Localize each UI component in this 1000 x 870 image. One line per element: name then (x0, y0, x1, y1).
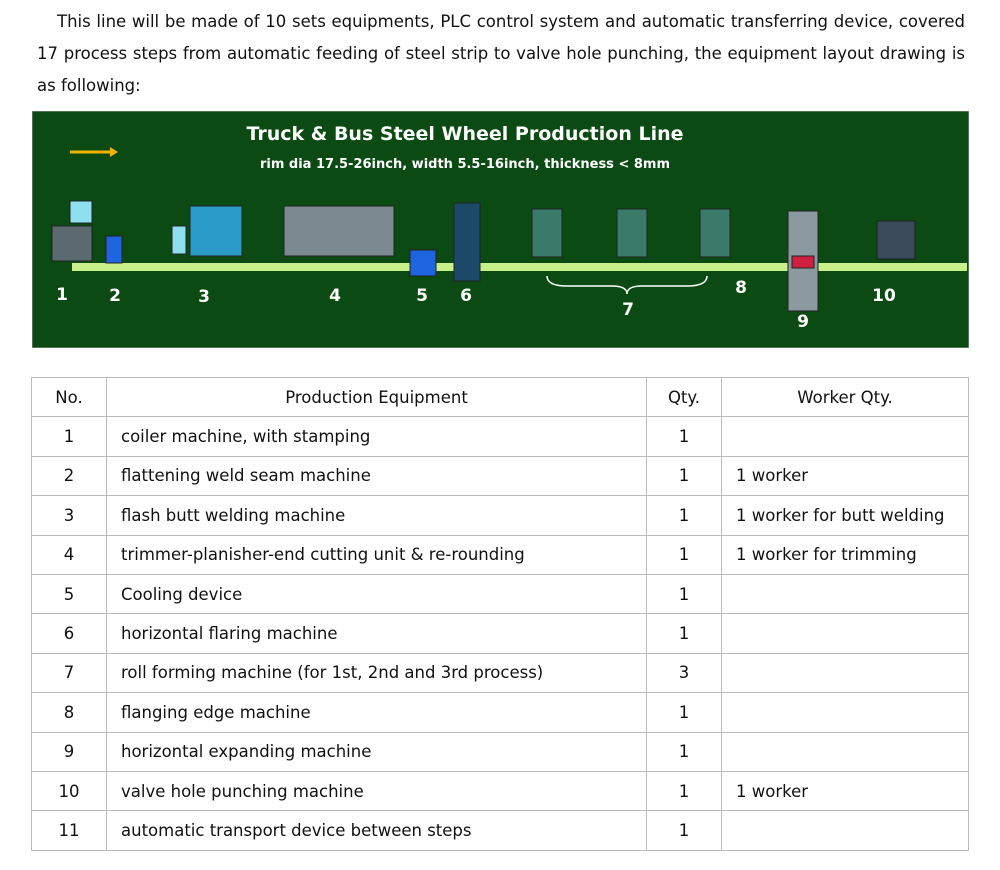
diagram-subtitle: rim dia 17.5-26inch, width 5.5-16inch, t… (260, 157, 670, 172)
machine (51, 225, 93, 262)
table-cell: flanging edge machine (106, 692, 647, 733)
brace (546, 275, 708, 295)
table-cell: Qty. (646, 376, 722, 418)
table-row: 10 valve hole punching machine 1 1 worker (31, 770, 969, 812)
table-cell: 10 (31, 770, 107, 812)
step-label: 3 (198, 287, 210, 307)
machines (51, 200, 916, 312)
table-cell: horizontal flaring machine (106, 613, 647, 654)
machine (876, 220, 916, 260)
diagram-title: Truck & Bus Steel Wheel Production Line (246, 123, 683, 145)
table-row: 3 flash butt welding machine 1 1 worker for… (31, 495, 969, 536)
table-cell: automatic transport device between steps (106, 810, 647, 851)
step-label: 4 (329, 286, 341, 306)
step-label: 2 (109, 286, 121, 306)
step-label: 5 (416, 286, 428, 306)
table-row: 1 coiler machine, with stamping 1 (31, 416, 969, 457)
table-cell (721, 731, 969, 772)
machine (791, 255, 815, 269)
table-cell (721, 810, 969, 851)
machine (531, 208, 563, 258)
table-cell: 1 (646, 573, 722, 615)
table-cell: trimmer-planisher-end cutting unit & re-… (106, 534, 647, 575)
table-cell: 1 (646, 613, 722, 654)
table-row: 5 Cooling device 1 (31, 573, 969, 615)
table-cell: 7 (31, 652, 107, 694)
table-cell: No. (31, 376, 107, 418)
table-cell (721, 573, 969, 615)
step-label: 1 (56, 285, 68, 305)
table-cell: 1 worker for butt welding (721, 495, 969, 536)
table-row: 8 flanging edge machine 1 (31, 692, 969, 733)
machine (283, 205, 395, 257)
step-label: 7 (622, 300, 634, 320)
table-cell: 1 (646, 416, 722, 457)
machine (69, 200, 93, 224)
table-cell: 2 (31, 455, 107, 497)
table-row: 4 trimmer-planisher-end cutting unit & re… (31, 534, 969, 575)
table-cell: Worker Qty. (721, 376, 969, 418)
table-cell: Production Equipment (106, 376, 647, 418)
layout-diagram: Truck & Bus Steel Wheel Production Line … (32, 111, 969, 348)
table-cell: roll forming machine (for 1st, 2nd and 3… (106, 652, 647, 694)
equipment-table: No. Production Equipment Qty. Worker Qty. 1 c… (31, 376, 969, 851)
table-cell (721, 613, 969, 654)
conveyor (72, 263, 967, 271)
table-cell: 11 (31, 810, 107, 851)
table-cell: 6 (31, 613, 107, 654)
table-cell (721, 416, 969, 457)
machine (105, 235, 123, 264)
table-cell: 1 (646, 810, 722, 851)
step-label: 10 (872, 286, 896, 306)
table-cell: 1 (31, 416, 107, 457)
table-cell: 1 (646, 534, 722, 575)
table-cell: 8 (31, 692, 107, 733)
table-cell: 1 worker (721, 770, 969, 812)
table-cell: horizontal expanding machine (106, 731, 647, 772)
machine (616, 208, 648, 258)
table-cell: 1 (646, 692, 722, 733)
table-cell: 3 (31, 495, 107, 536)
table-cell: 1 (646, 731, 722, 772)
table-row: 6 horizontal flaring machine 1 (31, 613, 969, 654)
table-cell: 4 (31, 534, 107, 575)
step-label: 8 (735, 278, 747, 298)
machine (453, 202, 481, 282)
table-cell: 9 (31, 731, 107, 772)
table-cell: coiler machine, with stamping (106, 416, 647, 457)
intro-paragraph: This line will be made of 10 sets equipm… (37, 12, 965, 95)
machine (171, 225, 187, 255)
arrow-head (110, 147, 118, 157)
table-cell: 1 worker (721, 455, 969, 497)
machine (189, 205, 243, 257)
table-cell: 1 (646, 770, 722, 812)
table-cell: flash butt welding machine (106, 495, 647, 536)
table-row: 2 flattening weld seam machine 1 1 worker (31, 455, 969, 497)
machine (699, 208, 731, 258)
table-row: 7 roll forming machine (for 1st, 2nd and … (31, 652, 969, 694)
table-cell: valve hole punching machine (106, 770, 647, 812)
table-cell: flattening weld seam machine (106, 455, 647, 497)
table-cell (721, 652, 969, 694)
table-cell: 5 (31, 573, 107, 615)
table-row: 9 horizontal expanding machine 1 (31, 731, 969, 772)
step-label: 6 (460, 286, 472, 306)
table-cell (721, 692, 969, 733)
table-cell: 3 (646, 652, 722, 694)
header-row: No. Production Equipment Qty. Worker Qty. (31, 376, 969, 418)
machine (409, 249, 437, 277)
table-row: 11 automatic transport device between ste… (31, 810, 969, 851)
step-label: 9 (797, 312, 809, 332)
table-cell: 1 (646, 495, 722, 536)
table-cell: 1 (646, 455, 722, 497)
table-cell: 1 worker for trimming (721, 534, 969, 575)
table-cell: Cooling device (106, 573, 647, 615)
